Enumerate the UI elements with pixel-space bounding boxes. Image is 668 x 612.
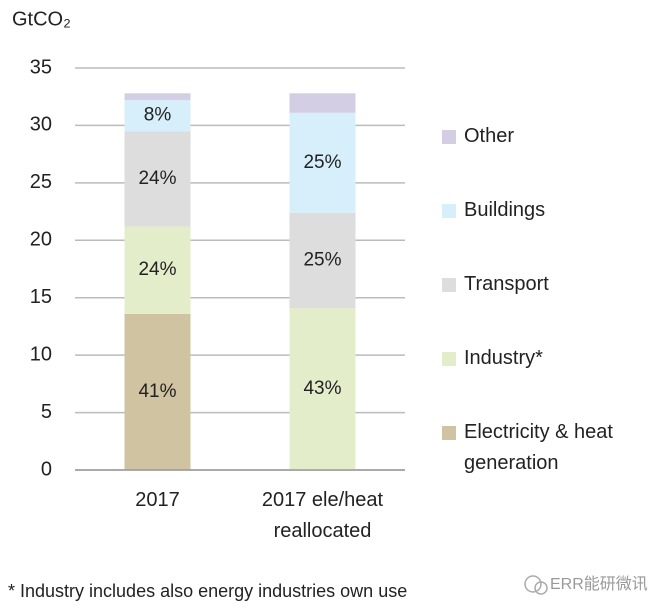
bar-segment xyxy=(124,226,191,314)
legend-label: Other xyxy=(464,125,515,147)
share-label: 41% xyxy=(138,381,176,402)
share-label: 24% xyxy=(138,168,176,189)
legend-swatch xyxy=(442,130,456,144)
bar-segment xyxy=(289,112,356,213)
watermark-icon xyxy=(524,575,548,595)
footnote: * Industry includes also energy industri… xyxy=(8,581,407,601)
y-tick-label: 10 xyxy=(30,343,52,365)
bar-segment xyxy=(124,100,191,132)
bar-segment xyxy=(289,308,356,470)
legend-swatch xyxy=(442,426,456,440)
y-tick-label: 25 xyxy=(30,171,52,193)
bar-segment xyxy=(289,212,356,309)
y-tick-label: 35 xyxy=(30,56,52,78)
x-tick-label: 2017 xyxy=(135,489,180,511)
y-axis-label: GtCO₂ xyxy=(12,8,71,30)
y-tick-label: 15 xyxy=(30,286,52,308)
bar-segment xyxy=(124,131,191,227)
legend-swatch xyxy=(442,278,456,292)
legend-swatch xyxy=(442,204,456,218)
y-tick-label: 0 xyxy=(41,458,52,480)
share-label: 8% xyxy=(144,105,172,126)
bar-segment xyxy=(124,313,191,470)
watermark: ERR能研微讯 xyxy=(550,575,648,593)
bar-segment xyxy=(124,93,191,101)
share-label: 24% xyxy=(138,259,176,280)
y-tick-label: 20 xyxy=(30,229,52,251)
legend-swatch xyxy=(442,352,456,366)
y-tick-label: 30 xyxy=(30,114,52,136)
x-tick-label: 2017 ele/heat reallocated xyxy=(261,489,384,542)
share-label: 25% xyxy=(303,249,341,270)
legend-label: Transport xyxy=(464,273,549,295)
share-label: 25% xyxy=(303,152,341,173)
share-label: 43% xyxy=(303,378,341,399)
legend-label: Electricity & heat generation xyxy=(464,421,613,474)
legend-label: Buildings xyxy=(464,199,546,221)
bar-segment xyxy=(289,93,356,113)
y-tick-label: 5 xyxy=(41,401,52,423)
legend-label: Industry* xyxy=(464,347,543,369)
